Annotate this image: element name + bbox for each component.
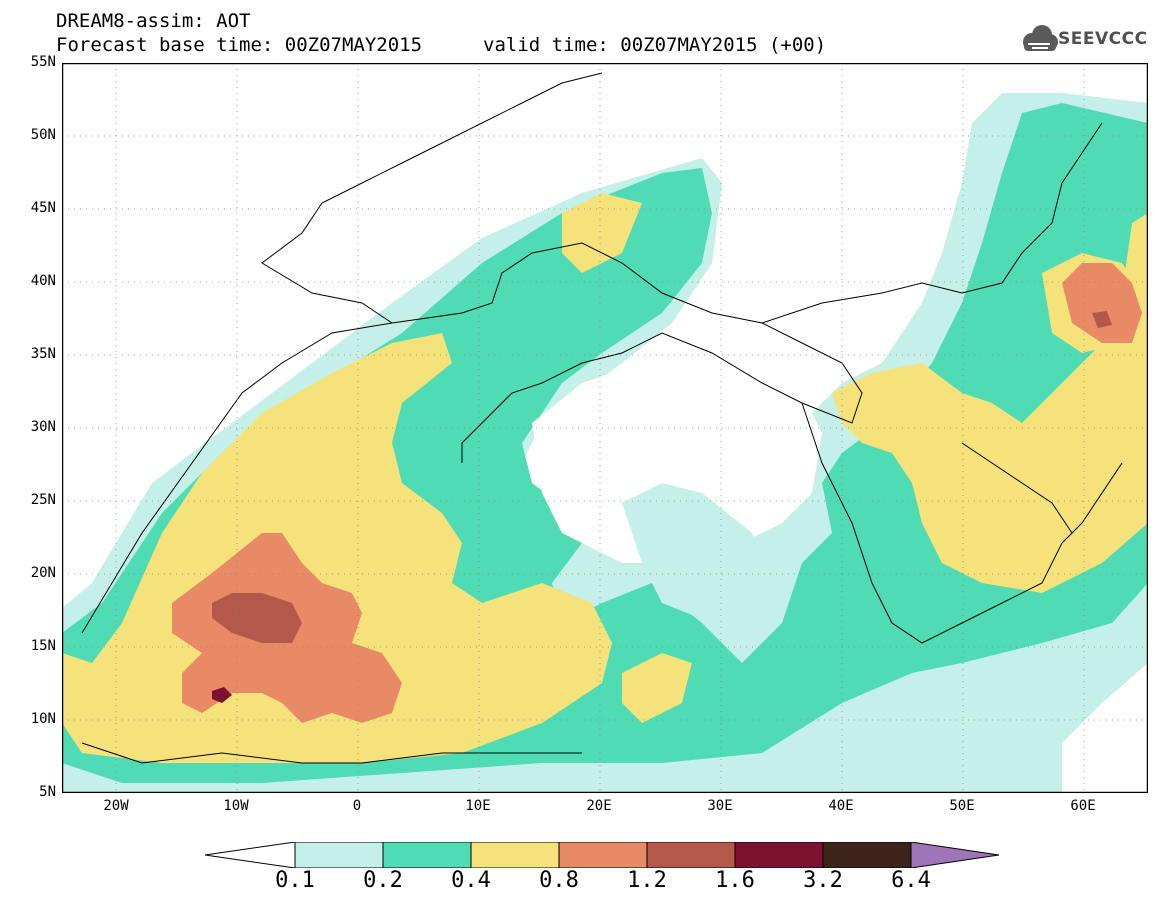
colorbar-swatch-7 xyxy=(822,842,912,868)
lon-label-20e: 20E xyxy=(586,798,612,814)
forecast-base-time: Forecast base time: 00Z07MAY2015 xyxy=(56,34,423,56)
clear-sky-region xyxy=(532,343,822,563)
lat-label-45n: 45N xyxy=(30,200,56,216)
graticule xyxy=(62,63,1148,793)
colorbar-label-3.2: 3.2 xyxy=(803,868,843,893)
colorbar-swatch-2 xyxy=(382,842,472,868)
lon-label-60e: 60E xyxy=(1070,798,1096,814)
aot-band-1.6 xyxy=(212,687,232,703)
lat-label-10n: 10N xyxy=(30,711,56,727)
lon-label-10e: 10E xyxy=(465,798,491,814)
colorbar-label-1.6: 1.6 xyxy=(715,868,755,893)
lon-label-40e: 40E xyxy=(828,798,854,814)
lat-label-15n: 15N xyxy=(30,638,56,654)
lat-label-50n: 50N xyxy=(30,127,56,143)
colorbar-swatch-3 xyxy=(470,842,560,868)
colorbar-label-0.1: 0.1 xyxy=(275,868,315,893)
aot-band-1.2 xyxy=(212,311,1112,643)
colorbar-under-arrow xyxy=(205,842,296,868)
cloud-logo-icon xyxy=(1023,25,1058,51)
colorbar-label-1.2: 1.2 xyxy=(627,868,667,893)
lon-label-10w: 10W xyxy=(223,798,249,814)
lat-label-25n: 25N xyxy=(30,492,56,508)
lon-label-0: 0 xyxy=(352,798,362,814)
colorbar-swatch-6 xyxy=(734,842,824,868)
map-title: DREAM8-assim: AOT xyxy=(56,10,251,32)
lon-label-30e: 30E xyxy=(707,798,733,814)
colorbar-swatch-1 xyxy=(294,842,384,868)
lon-label-50e: 50E xyxy=(949,798,975,814)
colorbar xyxy=(205,842,1000,868)
colorbar-label-6.4: 6.4 xyxy=(891,868,931,893)
lat-label-5n: 5N xyxy=(39,784,56,800)
coastlines xyxy=(81,72,1123,764)
lon-label-20w: 20W xyxy=(103,798,129,814)
lat-label-35n: 35N xyxy=(30,346,56,362)
colorbar-label-0.4: 0.4 xyxy=(451,868,491,893)
lat-label-55n: 55N xyxy=(30,54,56,70)
valid-time: valid time: 00Z07MAY2015 (+00) xyxy=(483,34,827,56)
aot-map-canvas xyxy=(62,63,1148,793)
colorbar-label-0.2: 0.2 xyxy=(363,868,403,893)
map-frame xyxy=(62,63,1148,793)
lat-label-20n: 20N xyxy=(30,565,56,581)
lat-label-40n: 40N xyxy=(30,273,56,289)
colorbar-over-arrow xyxy=(910,842,1000,868)
aot-map xyxy=(62,63,1148,793)
colorbar-swatch-5 xyxy=(646,842,736,868)
colorbar-label-0.8: 0.8 xyxy=(539,868,579,893)
lat-label-30n: 30N xyxy=(30,419,56,435)
logo-text: SEEVCCC xyxy=(1058,29,1148,49)
colorbar-swatch-4 xyxy=(558,842,648,868)
